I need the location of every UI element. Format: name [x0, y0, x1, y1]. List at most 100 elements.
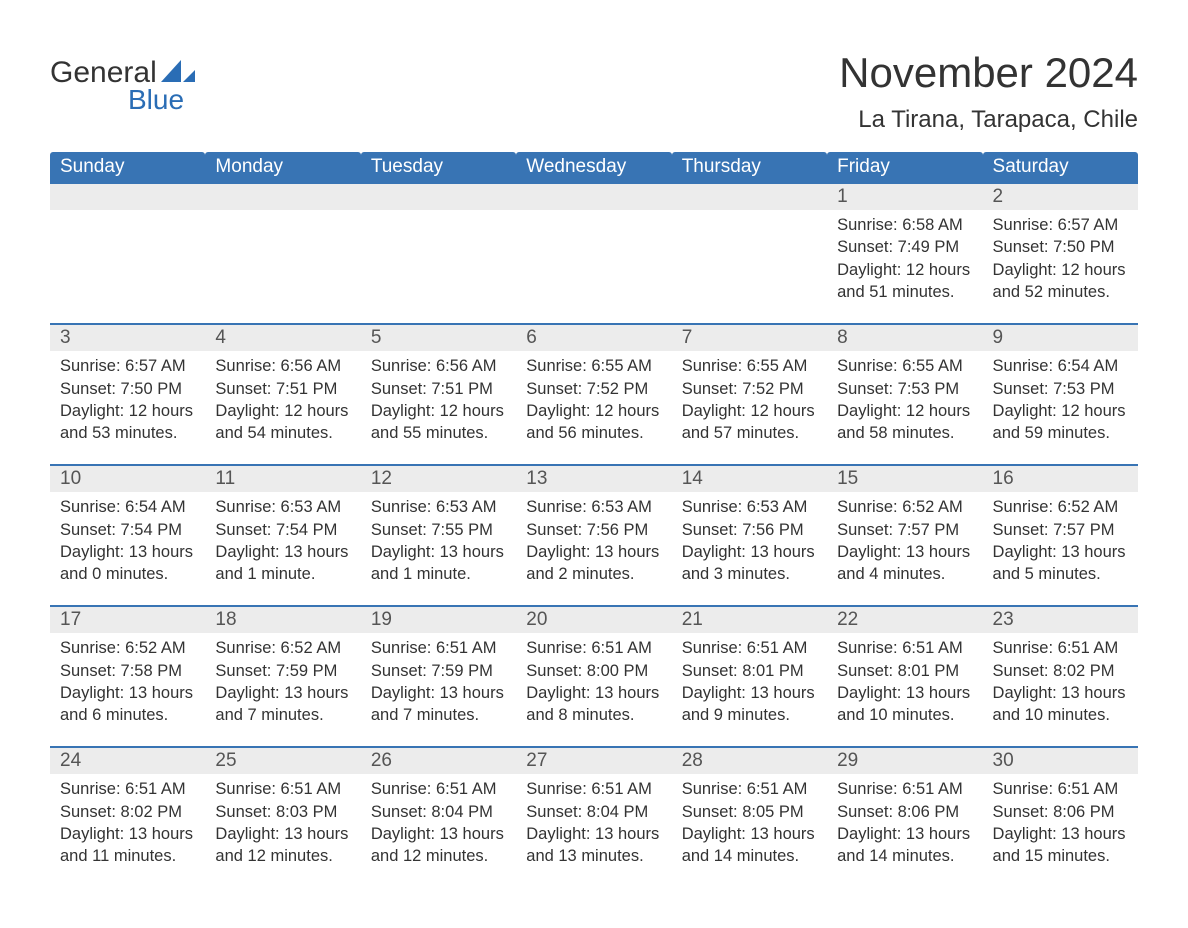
- day-detail-cell: Sunrise: 6:52 AMSunset: 7:59 PMDaylight:…: [205, 633, 360, 747]
- day-day2: and 12 minutes.: [371, 845, 506, 867]
- day-number-cell: 6: [516, 324, 671, 351]
- day-number-cell: 26: [361, 747, 516, 774]
- weekday-header: Sunday: [50, 152, 205, 183]
- day-number-cell: 20: [516, 606, 671, 633]
- day-number-cell: 21: [672, 606, 827, 633]
- day-day1: Daylight: 13 hours: [526, 541, 661, 563]
- day-day1: Daylight: 13 hours: [371, 682, 506, 704]
- day-detail-cell: Sunrise: 6:51 AMSunset: 8:02 PMDaylight:…: [983, 633, 1138, 747]
- day-number-cell: 22: [827, 606, 982, 633]
- day-day2: and 11 minutes.: [60, 845, 195, 867]
- day-detail-cell: Sunrise: 6:51 AMSunset: 8:01 PMDaylight:…: [827, 633, 982, 747]
- day-detail-cell: [205, 210, 360, 324]
- day-number-cell: [361, 183, 516, 210]
- month-title: November 2024: [839, 50, 1138, 96]
- day-number-cell: 23: [983, 606, 1138, 633]
- day-sunrise: Sunrise: 6:51 AM: [60, 778, 195, 800]
- day-sunrise: Sunrise: 6:51 AM: [526, 637, 661, 659]
- day-number-row: 3456789: [50, 324, 1138, 351]
- day-sunrise: Sunrise: 6:55 AM: [837, 355, 972, 377]
- day-detail-row: Sunrise: 6:58 AMSunset: 7:49 PMDaylight:…: [50, 210, 1138, 324]
- day-sunset: Sunset: 8:03 PM: [215, 801, 350, 823]
- day-number-cell: 27: [516, 747, 671, 774]
- day-sunrise: Sunrise: 6:54 AM: [60, 496, 195, 518]
- day-number-cell: 13: [516, 465, 671, 492]
- day-sunrise: Sunrise: 6:51 AM: [526, 778, 661, 800]
- day-day2: and 51 minutes.: [837, 281, 972, 303]
- calendar-table: Sunday Monday Tuesday Wednesday Thursday…: [50, 152, 1138, 887]
- day-number-row: 12: [50, 183, 1138, 210]
- day-sunset: Sunset: 8:05 PM: [682, 801, 817, 823]
- title-block: November 2024 La Tirana, Tarapaca, Chile: [839, 50, 1138, 134]
- day-day2: and 14 minutes.: [682, 845, 817, 867]
- day-day2: and 53 minutes.: [60, 422, 195, 444]
- day-sunset: Sunset: 7:50 PM: [993, 236, 1128, 258]
- day-day1: Daylight: 12 hours: [371, 400, 506, 422]
- brand-logo: General Blue: [50, 50, 195, 114]
- day-detail-cell: Sunrise: 6:53 AMSunset: 7:55 PMDaylight:…: [361, 492, 516, 606]
- day-sunrise: Sunrise: 6:56 AM: [215, 355, 350, 377]
- weekday-header: Friday: [827, 152, 982, 183]
- page-header: General Blue November 2024 La Tirana, Ta…: [50, 50, 1138, 134]
- day-detail-cell: Sunrise: 6:51 AMSunset: 8:03 PMDaylight:…: [205, 774, 360, 887]
- day-detail-cell: Sunrise: 6:54 AMSunset: 7:53 PMDaylight:…: [983, 351, 1138, 465]
- day-day1: Daylight: 12 hours: [993, 400, 1128, 422]
- day-day2: and 10 minutes.: [837, 704, 972, 726]
- day-day1: Daylight: 13 hours: [215, 682, 350, 704]
- day-day1: Daylight: 13 hours: [682, 541, 817, 563]
- day-number-cell: 7: [672, 324, 827, 351]
- day-sunset: Sunset: 7:59 PM: [371, 660, 506, 682]
- day-detail-cell: Sunrise: 6:51 AMSunset: 8:04 PMDaylight:…: [361, 774, 516, 887]
- day-day1: Daylight: 13 hours: [371, 541, 506, 563]
- day-day2: and 58 minutes.: [837, 422, 972, 444]
- day-number-cell: 18: [205, 606, 360, 633]
- day-day1: Daylight: 13 hours: [993, 682, 1128, 704]
- day-number-cell: 10: [50, 465, 205, 492]
- day-detail-cell: Sunrise: 6:53 AMSunset: 7:56 PMDaylight:…: [516, 492, 671, 606]
- day-number-cell: [205, 183, 360, 210]
- day-sunset: Sunset: 7:49 PM: [837, 236, 972, 258]
- brand-name-2: Blue: [128, 86, 195, 114]
- day-sunrise: Sunrise: 6:51 AM: [682, 637, 817, 659]
- day-sunrise: Sunrise: 6:52 AM: [60, 637, 195, 659]
- day-day2: and 10 minutes.: [993, 704, 1128, 726]
- day-day1: Daylight: 12 hours: [837, 259, 972, 281]
- day-detail-row: Sunrise: 6:57 AMSunset: 7:50 PMDaylight:…: [50, 351, 1138, 465]
- day-detail-cell: Sunrise: 6:55 AMSunset: 7:52 PMDaylight:…: [672, 351, 827, 465]
- day-number-cell: 14: [672, 465, 827, 492]
- day-sunset: Sunset: 7:53 PM: [837, 378, 972, 400]
- day-sunrise: Sunrise: 6:51 AM: [371, 778, 506, 800]
- day-sunrise: Sunrise: 6:52 AM: [215, 637, 350, 659]
- day-day2: and 1 minute.: [371, 563, 506, 585]
- day-sunrise: Sunrise: 6:56 AM: [371, 355, 506, 377]
- day-day2: and 57 minutes.: [682, 422, 817, 444]
- day-day1: Daylight: 13 hours: [60, 823, 195, 845]
- day-sunset: Sunset: 7:54 PM: [60, 519, 195, 541]
- day-sunset: Sunset: 7:57 PM: [837, 519, 972, 541]
- day-number-cell: 29: [827, 747, 982, 774]
- day-day1: Daylight: 13 hours: [526, 682, 661, 704]
- day-sunset: Sunset: 8:04 PM: [526, 801, 661, 823]
- day-day2: and 7 minutes.: [215, 704, 350, 726]
- day-detail-cell: Sunrise: 6:51 AMSunset: 8:06 PMDaylight:…: [983, 774, 1138, 887]
- day-day1: Daylight: 13 hours: [682, 682, 817, 704]
- day-sunset: Sunset: 8:06 PM: [837, 801, 972, 823]
- day-number-cell: 19: [361, 606, 516, 633]
- day-detail-cell: [516, 210, 671, 324]
- day-detail-cell: Sunrise: 6:51 AMSunset: 8:02 PMDaylight:…: [50, 774, 205, 887]
- day-sunset: Sunset: 7:52 PM: [682, 378, 817, 400]
- day-sunrise: Sunrise: 6:51 AM: [215, 778, 350, 800]
- day-detail-cell: Sunrise: 6:53 AMSunset: 7:54 PMDaylight:…: [205, 492, 360, 606]
- day-detail-cell: [50, 210, 205, 324]
- day-day2: and 14 minutes.: [837, 845, 972, 867]
- day-day1: Daylight: 13 hours: [215, 823, 350, 845]
- day-day1: Daylight: 13 hours: [993, 823, 1128, 845]
- day-number-cell: 8: [827, 324, 982, 351]
- day-number-cell: [50, 183, 205, 210]
- calendar-page: General Blue November 2024 La Tirana, Ta…: [0, 0, 1188, 928]
- day-number-row: 17181920212223: [50, 606, 1138, 633]
- day-detail-cell: Sunrise: 6:51 AMSunset: 8:00 PMDaylight:…: [516, 633, 671, 747]
- day-day1: Daylight: 13 hours: [371, 823, 506, 845]
- day-day1: Daylight: 12 hours: [526, 400, 661, 422]
- day-day1: Daylight: 13 hours: [837, 823, 972, 845]
